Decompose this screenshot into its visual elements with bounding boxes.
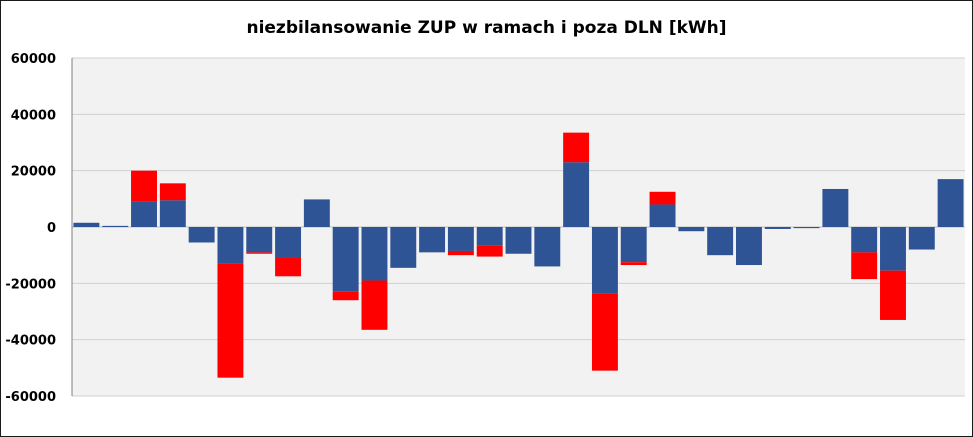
bar-series-1-item-15 [476, 227, 503, 246]
bar-series-1-item-17 [534, 227, 561, 267]
bar-series-2-item-8 [275, 257, 302, 277]
bar-series-1-item-20 [620, 227, 647, 263]
bar-series-1-item-28 [851, 227, 878, 253]
bar-series-1-item-10 [332, 227, 359, 292]
bar-series-1-item-16 [505, 227, 532, 254]
bar-series-2-item-6 [217, 263, 244, 378]
bar-series-1-item-21 [649, 204, 676, 227]
bar-series-2-item-7 [246, 252, 273, 254]
bar-series-2-item-3 [131, 170, 157, 202]
bar-series-1-item-6 [217, 227, 244, 264]
bar-series-1-item-2 [102, 225, 129, 227]
bar-series-1-item-9 [303, 199, 330, 227]
y-tick-label: 60000 [11, 52, 56, 67]
y-tick-label: 40000 [11, 108, 56, 123]
bar-series-2-item-28 [851, 252, 878, 280]
bar-series-1-item-26 [793, 227, 820, 229]
bar-series-1-item-27 [822, 188, 849, 227]
bar-series-1-item-31 [937, 179, 964, 227]
y-tick-label: 20000 [11, 165, 56, 180]
bar-series-2-item-14 [447, 250, 474, 256]
bar-series-1-item-24 [735, 227, 762, 266]
bar-series-2-item-15 [476, 245, 503, 257]
chart-title: niezbilansowanie ZUP w ramach i poza DLN… [246, 18, 727, 38]
bar-series-1-item-3 [131, 201, 157, 227]
bar-series-2-item-20 [620, 262, 647, 266]
bar-series-1-item-18 [563, 162, 590, 227]
bar-series-1-item-5 [188, 227, 215, 243]
bar-series-1-item-30 [908, 227, 935, 250]
bar-series-1-item-8 [275, 227, 302, 258]
y-tick-label: 0 [47, 221, 56, 236]
bar-series-2-item-4 [159, 183, 186, 201]
bar-series-2-item-21 [649, 191, 676, 205]
bar-series-1-item-19 [591, 227, 618, 294]
bar-series-1-item-25 [764, 227, 791, 229]
bar-series-2-item-11 [361, 280, 388, 330]
y-tick-label: -40000 [5, 334, 56, 349]
bar-series-2-item-18 [563, 132, 590, 163]
bar-series-1-item-29 [880, 227, 906, 271]
bar-series-1-item-12 [390, 227, 417, 268]
y-tick-label: -60000 [5, 390, 56, 405]
bar-series-1-item-1 [73, 222, 100, 227]
bar-series-2-item-10 [332, 291, 359, 301]
bar-series-1-item-11 [361, 227, 388, 281]
bar-series-1-item-14 [447, 227, 474, 251]
bar-series-1-item-13 [419, 227, 446, 253]
bar-series-1-item-23 [707, 227, 734, 256]
bar-series-1-item-22 [678, 227, 705, 232]
bar-series-2-item-19 [591, 293, 618, 371]
bar-series-2-item-29 [880, 270, 906, 320]
bar-series-1-item-7 [246, 227, 273, 253]
bar-series-1-item-4 [159, 200, 186, 227]
y-tick-label: -20000 [5, 277, 56, 292]
